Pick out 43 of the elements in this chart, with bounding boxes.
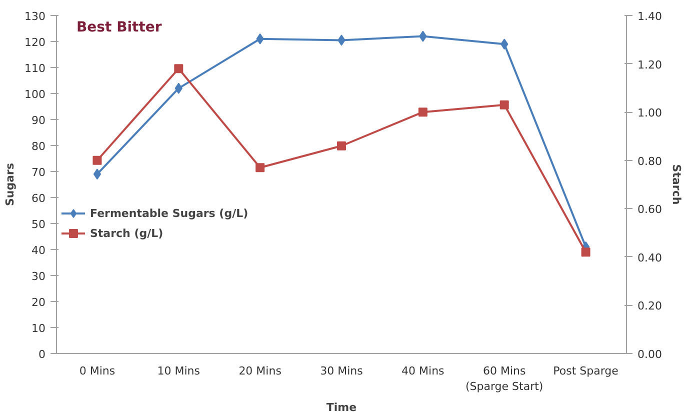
x-tick-label: 0 Mins — [79, 364, 116, 378]
y-tick-label: 110 — [24, 62, 46, 75]
y-tick-label: 120 — [24, 36, 46, 49]
point — [174, 64, 184, 74]
y-tick-label: 60 — [32, 192, 46, 205]
point — [581, 248, 590, 257]
y2-tick-label: 1.20 — [638, 58, 662, 72]
y2-tick-label: 0.40 — [638, 251, 662, 264]
y2-tick-label: 1.40 — [638, 10, 662, 23]
y-tick-label: 100 — [24, 88, 46, 101]
y-tick-label: 80 — [32, 140, 46, 153]
x-tick-label: 20 Mins — [238, 364, 282, 378]
point — [500, 100, 509, 110]
chart-title: Best Bitter — [76, 20, 162, 36]
y2-tick-label: 0.20 — [638, 300, 662, 313]
y-tick-label: 90 — [32, 114, 46, 127]
y-tick-label: 30 — [32, 270, 46, 283]
y-tick-label: 10 — [32, 322, 46, 335]
point — [337, 141, 346, 150]
y2-tick-label: 1.00 — [638, 106, 662, 120]
y-tick-label: 130 — [24, 10, 46, 23]
legend-label: Starch (g/L) — [90, 226, 164, 240]
y2-tick-label: 0.60 — [638, 203, 662, 216]
y2-tick-label: 0.00 — [638, 348, 662, 361]
y-tick-label: 50 — [32, 218, 46, 231]
point — [256, 163, 265, 172]
x-tick-label: Post Sparge — [553, 364, 619, 378]
y-axis-title: Sugars — [4, 162, 17, 206]
y-tick-label: 70 — [32, 166, 46, 179]
x-tick-label: 30 Mins — [320, 364, 364, 378]
x-tick-label: 10 Mins — [157, 364, 200, 378]
y2-tick-label: 0.80 — [638, 154, 662, 168]
point — [418, 108, 428, 117]
x-axis-title: Time — [326, 401, 357, 414]
point — [92, 156, 102, 165]
x-tick-label: 40 Mins — [402, 364, 445, 378]
y-tick-label: 0 — [38, 348, 46, 361]
y-tick-label: 40 — [32, 244, 46, 257]
y2-axis-title: Starch — [670, 164, 683, 205]
legend-label: Fermentable Sugars (g/L) — [90, 206, 248, 220]
y-tick-label: 20 — [32, 296, 46, 309]
x-tick-label: 60 Mins (Sparge Start) — [465, 364, 544, 394]
point — [93, 168, 102, 180]
